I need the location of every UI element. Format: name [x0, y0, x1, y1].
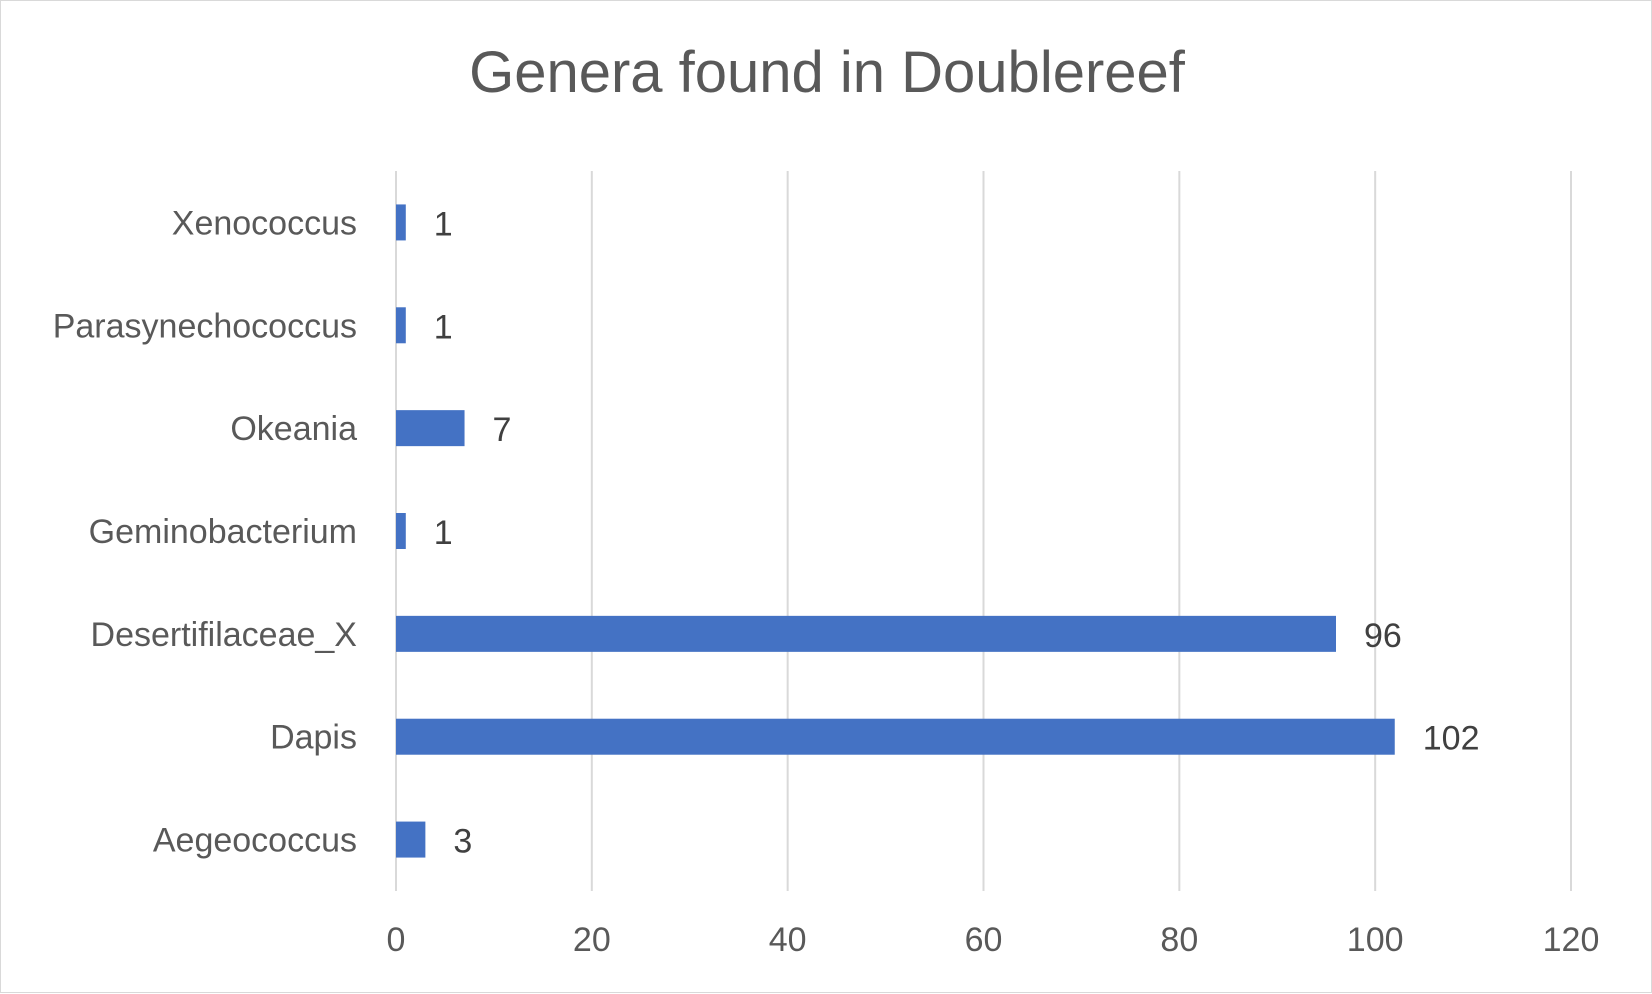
category-label: Aegeococcus	[153, 822, 357, 860]
data-label: 102	[1423, 720, 1480, 758]
category-label: Desertifilaceae_X	[91, 616, 357, 654]
category-label: Dapis	[270, 719, 357, 757]
data-label: 1	[434, 514, 453, 552]
bar	[396, 204, 406, 241]
data-labels: 3 102 96 1 7 1 1	[434, 205, 1480, 860]
x-tick-label: 40	[769, 921, 807, 959]
bar	[396, 718, 1395, 755]
data-label: 7	[493, 411, 512, 449]
x-tick-label: 100	[1347, 921, 1404, 959]
bar	[396, 513, 406, 549]
data-label: 3	[453, 823, 472, 861]
bar	[396, 615, 1336, 652]
category-label: Geminobacterium	[89, 513, 357, 551]
bar	[396, 307, 406, 344]
bars	[396, 204, 1395, 858]
x-tick-label: 80	[1160, 921, 1198, 959]
x-axis-tick-labels: 0 20 40 60 80 100 120	[387, 921, 1600, 959]
x-tick-label: 0	[387, 921, 406, 959]
data-label: 1	[434, 205, 453, 243]
gridlines	[395, 171, 1572, 891]
x-tick-label: 60	[965, 921, 1003, 959]
x-tick-label: 20	[573, 921, 611, 959]
category-labels: Aegeococcus Dapis Desertifilaceae_X Geminob…	[53, 204, 357, 859]
bar	[396, 821, 426, 858]
data-label: 1	[434, 308, 453, 346]
chart-title: Genera found in Doublereef	[469, 40, 1185, 105]
category-label: Okeania	[230, 410, 357, 448]
data-label: 96	[1364, 617, 1402, 655]
x-tick-label: 120	[1543, 921, 1600, 959]
category-label: Parasynechococcus	[53, 307, 357, 345]
category-label: Xenococcus	[172, 204, 357, 242]
bar	[396, 410, 465, 447]
